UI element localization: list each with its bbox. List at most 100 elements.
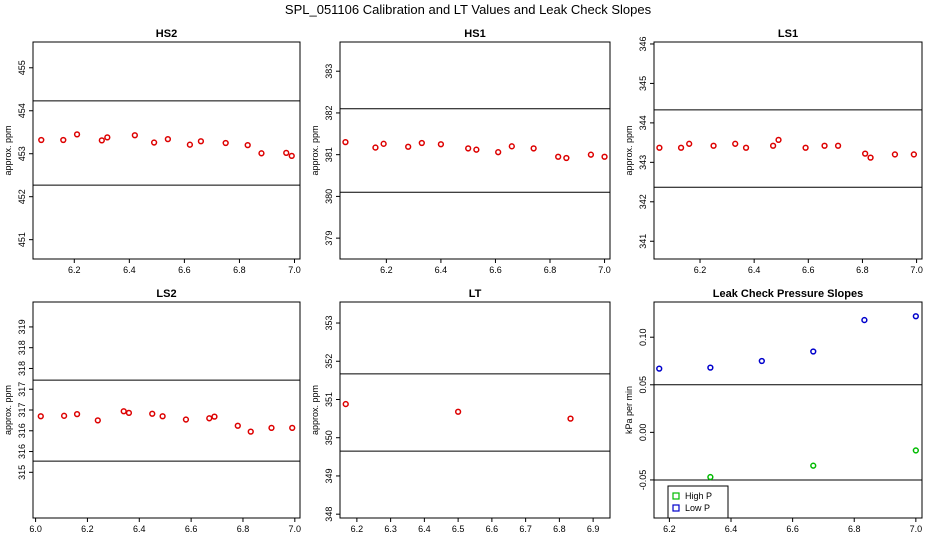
data-point-hs1 — [342, 139, 349, 146]
data-point-hs1 — [587, 151, 595, 158]
y-tick-label: 341 — [638, 234, 648, 249]
data-point-hs2 — [186, 141, 194, 148]
data-point-hs2 — [60, 136, 67, 144]
data-point-hs2 — [150, 139, 158, 146]
legend-label: Low P — [685, 503, 710, 513]
panels: HS2 approx. ppm 6.2 6.4 6.6 6.8 7.0 451 452 453 45… — [3, 28, 923, 534]
panel-hs2: HS2 approx. ppm 6.2 6.4 6.6 6.8 7.0 451 452 453 45… — [3, 28, 301, 275]
y-tick-label: 383 — [324, 64, 334, 79]
x-tick-label: 6.6 — [489, 265, 502, 275]
data-point-hs1 — [563, 154, 570, 162]
plot-frame — [653, 41, 923, 260]
data-point-hs2 — [104, 134, 111, 141]
y-tick-label: 319 — [17, 319, 27, 334]
data-point-hs2 — [197, 138, 205, 145]
y-axis-label: kPa per min — [624, 386, 634, 434]
data-point-low-p — [707, 364, 714, 371]
data-point-high-p — [912, 447, 919, 454]
panel-title: LS1 — [778, 28, 798, 40]
data-point-low-p — [912, 313, 919, 320]
y-tick-label: 0.10 — [638, 328, 648, 346]
data-point-ls1 — [821, 142, 828, 149]
x-tick-label: 6.8 — [856, 265, 869, 275]
x-tick-label: 6.6 — [185, 524, 198, 534]
data-point-hs1 — [495, 149, 502, 156]
y-tick-label: 381 — [324, 147, 334, 162]
data-point-hs1 — [437, 141, 445, 148]
data-point-ls1 — [891, 151, 899, 158]
x-tick-label: 6.2 — [68, 265, 81, 275]
data-point-hs1 — [555, 153, 562, 160]
data-point-low-p — [810, 348, 817, 355]
data-point-ls1 — [742, 144, 750, 151]
x-tick-label: 6.2 — [81, 524, 94, 534]
data-point-ls1 — [732, 140, 739, 147]
data-point-hs1 — [473, 146, 480, 153]
panel-ls2: LS2 approx. ppm 6.0 6.2 6.4 6.6 6.8 7.0 315 316 31… — [3, 288, 301, 534]
x-tick-label: 6.6 — [178, 265, 191, 275]
data-point-hs2 — [283, 149, 290, 157]
x-tick-label: 6.4 — [748, 265, 761, 275]
data-point-lt — [342, 400, 349, 408]
y-tick-label: 379 — [324, 231, 334, 246]
y-tick-label: 317 — [17, 402, 27, 417]
x-tick-label: 6.2 — [380, 265, 393, 275]
plot-frame — [653, 301, 923, 519]
panel-ls1: LS1 approx. ppm 6.2 6.4 6.6 6.8 7.0 341 342 343 34… — [624, 28, 923, 275]
panel-leak-check-pressure-slopes: Leak Check Pressure Slopes kPa per min 6.2… — [624, 288, 923, 534]
data-point-ls2 — [125, 409, 133, 417]
data-point-low-p — [861, 316, 868, 324]
y-tick-label: 453 — [17, 146, 27, 161]
x-tick-label: 6.6 — [786, 524, 799, 534]
data-point-ls1 — [867, 154, 874, 161]
data-point-hs1 — [405, 143, 412, 150]
data-point-ls2 — [149, 410, 156, 417]
data-point-hs1 — [601, 153, 608, 160]
data-point-ls1 — [775, 136, 782, 143]
x-tick-label: 6.8 — [237, 524, 250, 534]
y-tick-label: 346 — [638, 36, 648, 51]
y-tick-label: 348 — [324, 507, 334, 522]
y-tick-label: 344 — [638, 115, 648, 130]
y-tick-label: 0.05 — [638, 376, 648, 394]
y-tick-label: 452 — [17, 189, 27, 204]
data-point-ls2 — [37, 413, 44, 420]
x-tick-label: 6.8 — [233, 265, 246, 275]
plot-frame — [32, 301, 301, 519]
data-point-ls1 — [686, 140, 693, 147]
panel-title: LS2 — [156, 288, 176, 300]
data-point-ls2 — [234, 422, 241, 429]
y-axis-label: approx. ppm — [310, 125, 320, 175]
legend-swatch — [672, 492, 680, 500]
y-tick-label: 316 — [17, 444, 27, 459]
data-point-low-p — [656, 365, 663, 372]
panel-title: HS2 — [156, 28, 177, 40]
panel-hs1: HS1 approx. ppm 6.2 6.4 6.6 6.8 7.0 379 380 381 38… — [310, 28, 611, 275]
x-tick-label: 6.5 — [452, 524, 465, 534]
data-point-hs2 — [164, 135, 172, 143]
data-point-hs1 — [380, 140, 387, 147]
data-point-ls1 — [656, 144, 663, 151]
data-point-ls1 — [910, 151, 918, 158]
plot-frame — [339, 301, 611, 519]
y-tick-label: 455 — [17, 60, 27, 75]
data-point-hs1 — [465, 145, 472, 152]
x-tick-label: 6.4 — [123, 265, 136, 275]
x-tick-label: 7.0 — [288, 265, 301, 275]
data-point-ls2 — [120, 408, 127, 415]
x-tick-label: 6.2 — [663, 524, 676, 534]
plot-frame — [339, 41, 611, 260]
x-tick-label: 7.0 — [598, 265, 611, 275]
y-tick-label: 0.00 — [638, 424, 648, 442]
y-tick-label: 350 — [324, 430, 334, 445]
data-point-ls1 — [710, 142, 717, 149]
x-tick-label: 6.3 — [384, 524, 397, 534]
data-point-ls2 — [60, 412, 68, 419]
data-point-ls1 — [677, 144, 685, 151]
data-point-high-p — [810, 462, 817, 469]
y-tick-label: 317 — [17, 382, 27, 397]
x-tick-label: 6.2 — [351, 524, 364, 534]
y-axis-label: approx. ppm — [3, 385, 13, 435]
panel-title: Leak Check Pressure Slopes — [713, 288, 863, 300]
